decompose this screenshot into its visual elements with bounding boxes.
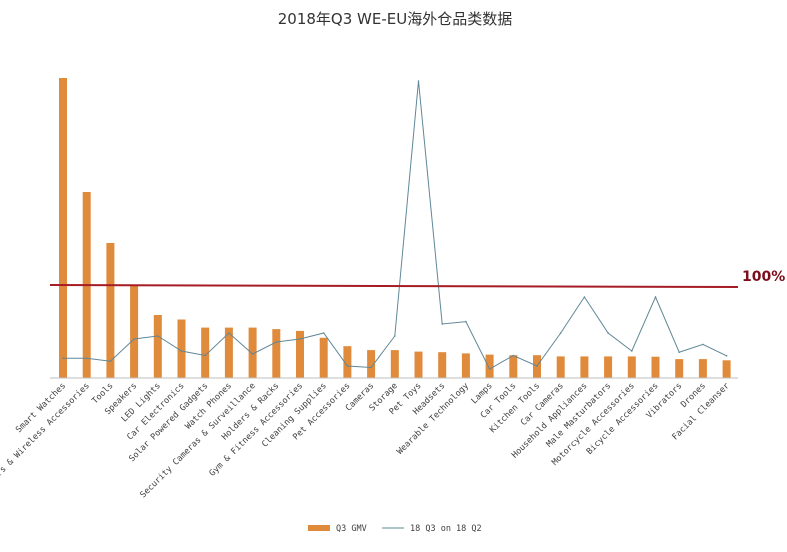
- bar-26: [675, 359, 684, 378]
- line-point-4: [157, 335, 159, 337]
- legend: Q3 GMV 18 Q3 on 18 Q2: [308, 524, 482, 534]
- bar-14: [390, 350, 399, 378]
- line-point-15: [417, 80, 420, 82]
- legend-swatch-bar: [308, 525, 330, 531]
- bar-10: [296, 330, 304, 378]
- reference-line: [49, 284, 739, 288]
- bar-9: [272, 329, 281, 378]
- bar-24: [627, 356, 636, 378]
- line-layer: [62, 80, 728, 370]
- reference-line-layer: 100%: [49, 269, 785, 288]
- line-point-9: [275, 341, 278, 343]
- bar-28: [722, 360, 731, 378]
- line-point-17: [465, 320, 467, 323]
- line-point-5: [180, 350, 183, 352]
- line-point-23: [607, 332, 609, 334]
- line-point-8: [251, 353, 254, 355]
- line-point-22: [583, 296, 586, 298]
- line-point-28: [725, 355, 728, 357]
- line-point-27: [702, 343, 704, 346]
- line-point-2: [109, 360, 112, 363]
- bar-25: [651, 356, 660, 378]
- legend-label-line: 18 Q3 on 18 Q2: [410, 524, 482, 534]
- bar-13: [367, 350, 376, 378]
- line-point-10: [299, 338, 301, 340]
- line-point-11: [322, 332, 325, 334]
- line-point-25: [654, 296, 657, 298]
- line-point-7: [228, 332, 230, 334]
- reference-line-label: 100%: [742, 269, 785, 285]
- bar-12: [343, 346, 352, 378]
- line-point-0: [62, 357, 64, 360]
- line-point-20: [536, 365, 538, 367]
- bar-27: [698, 359, 707, 378]
- bar-4: [153, 315, 162, 378]
- line-point-19: [512, 354, 515, 357]
- bar-19: [509, 355, 518, 378]
- bar-21: [556, 356, 565, 378]
- line-point-18: [488, 368, 491, 370]
- bar-3: [130, 285, 139, 378]
- bar-16: [438, 352, 447, 378]
- line-point-21: [559, 332, 562, 334]
- bar-18: [485, 354, 494, 378]
- bar-17: [461, 353, 470, 378]
- bar-7: [224, 327, 233, 378]
- chart-title: 2018年Q3 WE-EU海外仓品类数据: [278, 10, 512, 28]
- bar-11: [319, 337, 328, 378]
- line-point-1: [85, 357, 88, 360]
- bar-23: [604, 356, 613, 378]
- bar-0: [59, 78, 67, 378]
- line-point-26: [678, 351, 680, 354]
- bar-2: [106, 243, 115, 378]
- line-point-16: [441, 323, 444, 325]
- line-point-6: [204, 354, 206, 357]
- line-point-12: [346, 365, 349, 367]
- line-point-3: [133, 338, 135, 340]
- line-point-13: [370, 366, 372, 369]
- bar-5: [177, 319, 186, 378]
- bar-15: [414, 351, 423, 378]
- line-point-14: [394, 335, 396, 337]
- line-point-24: [631, 350, 633, 352]
- line-series-path: [63, 80, 727, 370]
- legend-label-bar: Q3 GMV: [336, 524, 367, 534]
- bar-6: [201, 327, 210, 378]
- bar-8: [248, 327, 257, 378]
- bar-22: [580, 356, 589, 378]
